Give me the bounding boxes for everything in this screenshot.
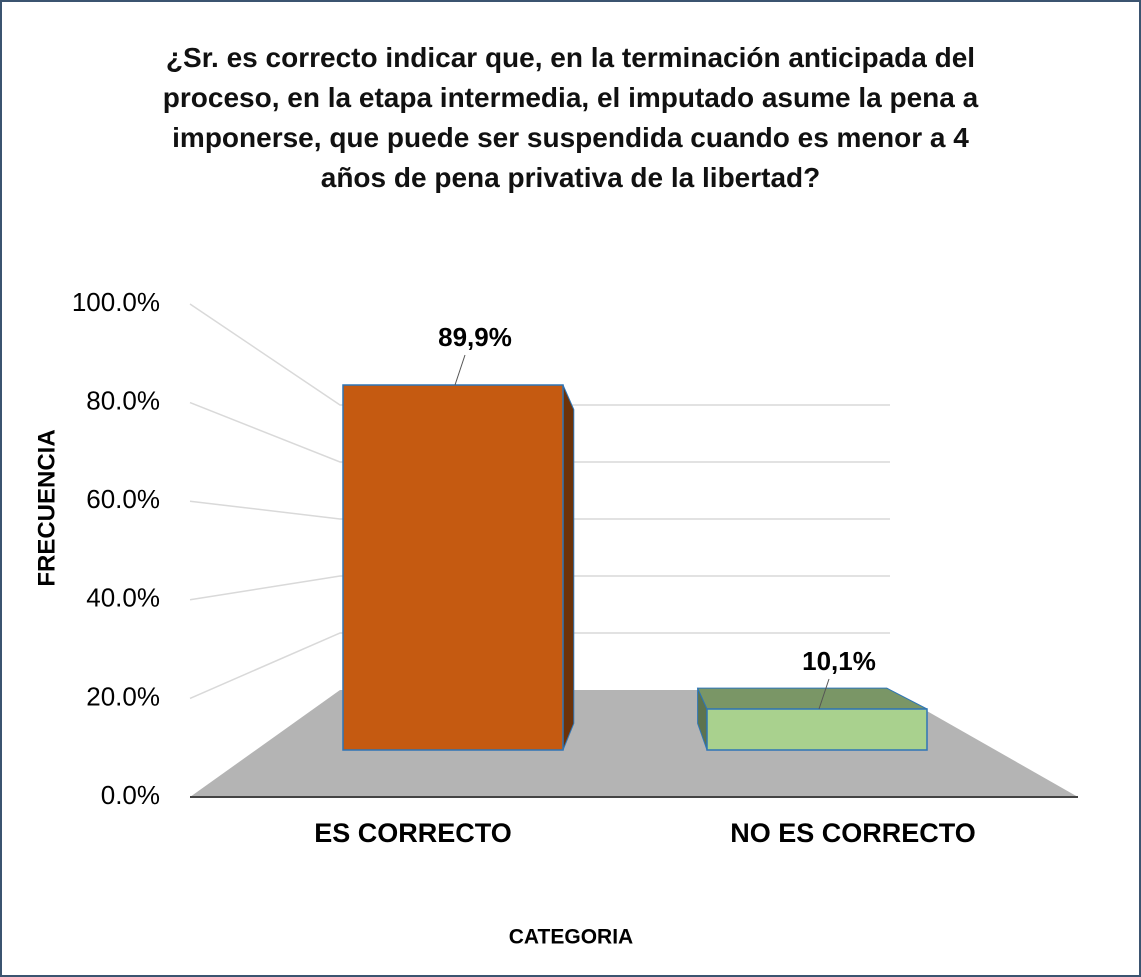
leader-line [454, 354, 466, 386]
y-tick-label: 20.0% [86, 681, 160, 711]
y-tick-label: 60.0% [86, 484, 160, 514]
bar-side [562, 384, 575, 751]
y-tick-label: 40.0% [86, 583, 160, 613]
grid-line [189, 401, 890, 463]
bar [696, 687, 928, 751]
y-tick-label: 0.0% [101, 780, 160, 810]
grid-line [189, 575, 890, 601]
bars: 89,9% 10,1% [342, 322, 928, 751]
y-tick-label: 100.0% [72, 287, 160, 317]
grid-line [189, 500, 890, 520]
bar-front [342, 384, 564, 751]
grid-line [189, 632, 890, 700]
y-tick-label: 80.0% [86, 385, 160, 415]
grid [189, 303, 890, 700]
x-tick-label: NO ES CORRECTO [730, 818, 976, 848]
grid-line [189, 303, 890, 406]
data-label: 89,9% [438, 322, 512, 352]
chart-title: ¿Sr. es correcto indicar que, en la term… [162, 42, 979, 193]
bar-top [696, 687, 928, 710]
leader-line [818, 678, 830, 710]
data-label: 10,1% [802, 646, 876, 676]
bar-front [706, 708, 928, 751]
bar [342, 384, 575, 751]
x-axis-label: CATEGORIA [509, 926, 633, 949]
x-tick-label: ES CORRECTO [314, 818, 512, 848]
y-axis-label: FRECUENCIA [33, 429, 60, 586]
